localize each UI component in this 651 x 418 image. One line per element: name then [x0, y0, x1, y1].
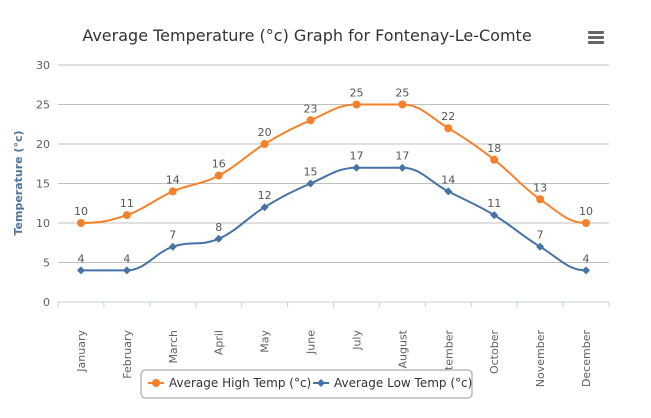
- legend-label-high: Average High Temp (°c): [169, 376, 311, 390]
- data-point-marker[interactable]: [260, 140, 269, 148]
- x-tick-label: January: [75, 330, 88, 373]
- data-label: 25: [349, 87, 363, 100]
- legend-label-low: Average Low Temp (°c): [334, 376, 472, 390]
- data-label: 11: [487, 197, 501, 210]
- hamburger-menu-icon[interactable]: [586, 29, 604, 45]
- x-tick-label: October: [488, 330, 501, 374]
- data-label: 23: [304, 102, 318, 115]
- data-label: 10: [74, 205, 88, 218]
- data-point-marker[interactable]: [444, 187, 453, 196]
- data-point-marker[interactable]: [122, 211, 131, 220]
- y-tick-label: 10: [36, 217, 50, 230]
- data-point-marker[interactable]: [490, 211, 499, 220]
- data-point-marker[interactable]: [306, 116, 315, 125]
- y-axis-title: Temperature (°c): [12, 130, 25, 235]
- data-label: 15: [304, 166, 318, 179]
- data-label: 12: [258, 189, 272, 202]
- x-tick-label: February: [121, 330, 134, 379]
- data-label: 20: [258, 126, 272, 139]
- data-label: 7: [537, 229, 544, 242]
- data-label: 14: [441, 173, 455, 186]
- data-label: 17: [349, 150, 363, 163]
- data-label: 16: [212, 158, 226, 171]
- x-tick-label: November: [534, 330, 547, 388]
- data-point-marker[interactable]: [168, 187, 177, 196]
- y-tick-label: 25: [36, 99, 50, 112]
- x-tick-label: June: [305, 330, 318, 355]
- data-point-marker[interactable]: [490, 155, 499, 164]
- chart-title: Average Temperature (°c) Graph for Fonte…: [82, 26, 531, 45]
- legend-diamond-marker-icon: [317, 379, 325, 387]
- data-label: 18: [487, 142, 501, 155]
- y-tick-label: 15: [36, 178, 50, 191]
- y-tick-label: 0: [43, 296, 50, 309]
- data-point-marker[interactable]: [352, 163, 361, 172]
- data-label: 13: [533, 181, 547, 194]
- data-label: 4: [123, 252, 130, 265]
- y-tick-label: 20: [36, 138, 50, 151]
- data-label: 17: [395, 150, 409, 163]
- data-point-marker[interactable]: [398, 163, 407, 172]
- x-tick-label: April: [213, 330, 226, 355]
- data-point-marker[interactable]: [122, 266, 131, 275]
- x-tick-label: July: [350, 330, 363, 351]
- data-label: 4: [583, 252, 590, 265]
- data-point-marker[interactable]: [306, 179, 315, 188]
- data-point-marker[interactable]: [214, 234, 223, 243]
- x-tick-label: March: [167, 330, 180, 364]
- data-point-marker[interactable]: [260, 203, 269, 212]
- data-label: 22: [441, 110, 455, 123]
- data-point-marker[interactable]: [536, 195, 545, 204]
- data-point-marker[interactable]: [582, 219, 591, 227]
- data-point-marker[interactable]: [398, 100, 407, 109]
- series-line-high: [80, 103, 587, 224]
- series-line-low: [80, 166, 587, 272]
- data-point-marker[interactable]: [168, 242, 177, 251]
- y-tick-label: 5: [43, 257, 50, 270]
- x-tick-label: December: [580, 330, 593, 388]
- legend: Average High Temp (°c) Average Low Temp …: [140, 369, 473, 399]
- data-label: 25: [395, 87, 409, 100]
- data-label: 14: [166, 173, 180, 186]
- data-label: 11: [120, 197, 134, 210]
- legend-item-low[interactable]: Average Low Temp (°c): [313, 376, 472, 390]
- data-point-marker[interactable]: [76, 266, 85, 275]
- x-tick-label: August: [396, 329, 409, 368]
- data-point-marker[interactable]: [536, 242, 545, 251]
- data-label: 4: [77, 252, 84, 265]
- data-point-marker[interactable]: [76, 219, 85, 227]
- data-point-marker[interactable]: [352, 100, 361, 109]
- data-point-marker[interactable]: [582, 266, 591, 275]
- data-label: 10: [579, 205, 593, 218]
- legend-item-high[interactable]: Average High Temp (°c): [148, 376, 311, 390]
- x-tick-label: May: [259, 330, 272, 353]
- data-point-marker[interactable]: [214, 171, 223, 180]
- legend-circle-marker-icon: [152, 379, 160, 387]
- data-label: 8: [215, 221, 222, 234]
- y-tick-label: 30: [36, 59, 50, 72]
- data-label: 7: [169, 229, 176, 242]
- data-point-marker[interactable]: [444, 124, 453, 133]
